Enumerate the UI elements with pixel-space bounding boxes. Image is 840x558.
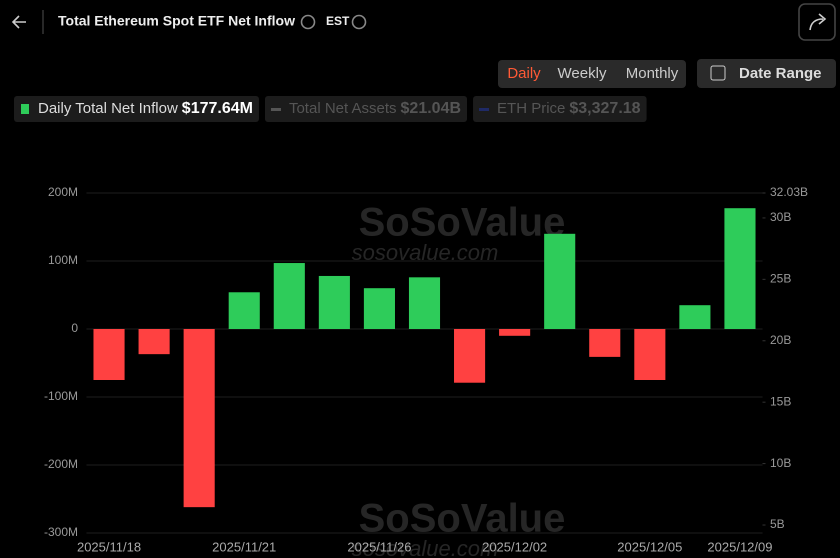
- legend-item[interactable]: Daily Total Net Inflow $177.64M: [14, 96, 259, 122]
- back-icon[interactable]: [11, 15, 26, 29]
- bar: [318, 275, 350, 329]
- info-icon[interactable]: [351, 14, 367, 30]
- legend: Daily Total Net Inflow $177.64M Total Net …: [14, 96, 647, 122]
- y-tick-label: 100M: [48, 253, 78, 267]
- watermark: SoSoValue: [359, 497, 566, 541]
- y2-tick-label: 20B: [770, 333, 791, 347]
- watermark: sosovalue.com: [352, 536, 499, 558]
- bar: [724, 208, 756, 329]
- y2-tick-label: 15B: [770, 394, 791, 408]
- share-button[interactable]: [798, 3, 836, 41]
- y2-tick-label: 10B: [770, 456, 791, 470]
- legend-item[interactable]: Total Net Assets $21.04B: [264, 96, 468, 122]
- x-tick-label: 2025/11/26: [347, 539, 411, 554]
- bar: [589, 329, 621, 357]
- info-icon[interactable]: [300, 14, 316, 30]
- bar: [183, 329, 215, 508]
- date-range-label[interactable]: Date Range: [739, 65, 822, 82]
- legend-name: Total Net Assets: [289, 100, 397, 117]
- date-range-button[interactable]: [697, 59, 836, 88]
- bar: [273, 263, 305, 329]
- y-tick-label: 0: [71, 321, 78, 335]
- bar: [408, 277, 441, 329]
- legend-swatch: [270, 108, 281, 111]
- x-tick-label: 2025/12/02: [482, 539, 547, 554]
- legend-value: $3,327.18: [569, 100, 640, 117]
- plot: -300M -200M -100M 0 100M 200M 5B 10B 15B 20B 25B 30…: [44, 185, 808, 554]
- bar: [454, 329, 486, 383]
- bar: [499, 329, 531, 336]
- tab-daily[interactable]: Daily: [507, 65, 541, 82]
- header-icons: [11, 3, 836, 41]
- legend-bg: [14, 96, 259, 122]
- bar: [544, 233, 576, 329]
- legend-swatch: [21, 104, 29, 114]
- legend-bg: [473, 96, 647, 122]
- y2-tick-label: 30B: [770, 210, 791, 224]
- y-tick-label: -200M: [44, 457, 78, 471]
- tab-monthly[interactable]: Monthly: [626, 65, 679, 82]
- tab-group: [498, 60, 686, 88]
- page-title: Total Ethereum Spot ETF Net Inflow: [58, 13, 295, 29]
- y2-tick-label: 25B: [770, 272, 791, 286]
- legend-name: Daily Total Net Inflow: [38, 100, 178, 117]
- x-tick-label: 2025/11/21: [212, 539, 276, 554]
- share-icon: [809, 13, 827, 31]
- legend-bg: [264, 96, 468, 122]
- legend-value: $177.64M: [182, 100, 253, 117]
- timezone[interactable]: EST: [326, 14, 350, 28]
- tab-weekly[interactable]: Weekly: [558, 65, 607, 82]
- bar: [228, 292, 260, 329]
- y2-tick-label: 5B: [770, 517, 785, 531]
- x-tick-label: 2025/12/09: [707, 539, 772, 554]
- legend-value: $21.04B: [401, 100, 462, 117]
- y-tick-label: -300M: [44, 525, 78, 539]
- legend-swatch: [479, 108, 490, 111]
- x-tick-label: 2025/11/18: [77, 539, 141, 554]
- watermark: SoSoValue: [359, 201, 566, 245]
- y-tick-label: -100M: [44, 389, 78, 403]
- y2-tick-label: 32.03B: [770, 185, 808, 199]
- bar: [363, 288, 395, 329]
- y-tick-label: 200M: [48, 185, 78, 199]
- x-tick-label: 2025/12/05: [617, 539, 682, 554]
- legend-item[interactable]: ETH Price $3,327.18: [473, 96, 647, 122]
- calendar-icon: [710, 65, 726, 81]
- legend-name: ETH Price: [497, 100, 565, 117]
- bar: [679, 305, 711, 329]
- bar: [138, 329, 170, 355]
- bar: [93, 329, 125, 380]
- bar: [634, 329, 666, 380]
